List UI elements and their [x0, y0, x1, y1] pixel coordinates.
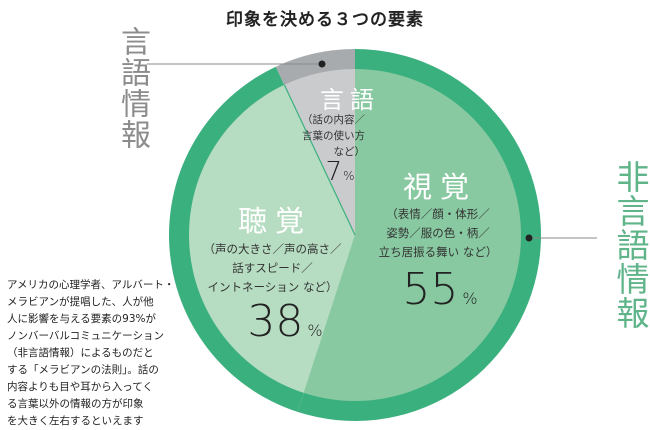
note-line: （非言語情報）によるものだと: [7, 347, 154, 359]
explanation-note: アメリカの心理学者、アルバート・ メラビアンが提唱した、人が他 人に影響を与える要素…: [7, 277, 197, 430]
slice-detail-visual: （表情／顔・体形／ 姿勢／服の色・柄／ 立ち居振る舞い など）: [368, 205, 508, 262]
nonverbal-leader-dot: [525, 234, 533, 242]
slice-value-auditory: 38%: [247, 296, 323, 347]
detail-line: イントネーション など）: [207, 280, 338, 294]
pie-slice-0: [303, 69, 521, 401]
detail-line: 言葉の使い方: [302, 130, 365, 142]
detail-line: 話すスピード／: [232, 261, 313, 275]
note-line: する「メラビアンの法則」。話の: [7, 364, 159, 376]
note-line: る言葉以外の情報の方が印象: [7, 398, 144, 410]
note-line: を大きく左右するといえます: [7, 415, 144, 427]
slice-detail-auditory: （声の大きさ／声の高さ／ 話すスピード／ イントネーション など）: [195, 240, 350, 297]
chart-title: 印象を決める３つの要素: [226, 10, 424, 30]
note-line: メラビアンが提唱した、人が他: [7, 296, 154, 308]
detail-line: 立ち居振る舞い など）: [378, 245, 498, 259]
slice-label-verbal: 言語: [320, 86, 380, 114]
slice-value-visual: 55%: [402, 264, 478, 315]
slice-label-auditory: 聴覚: [237, 204, 312, 238]
note-line: ノンバーバルコミュニケーション: [7, 330, 164, 342]
detail-line: （表情／顔・体形／: [386, 207, 490, 221]
verbal-info-label: 言語情報: [115, 26, 150, 150]
slice-value-verbal: 7%: [325, 157, 355, 187]
note-line: アメリカの心理学者、アルバート・: [7, 279, 175, 291]
nonverbal-info-label: 非言語情報: [611, 160, 650, 330]
slice-divider: [283, 84, 356, 236]
detail-line: 姿勢／服の色・柄／: [386, 226, 490, 240]
note-line: 内容よりも目や耳から入ってく: [7, 381, 153, 393]
detail-line: （話の内容／: [302, 114, 365, 126]
note-line: 人に影響を与える要素の93%が: [7, 313, 157, 325]
slice-detail-verbal: （話の内容／ 言葉の使い方 など）: [275, 112, 365, 160]
detail-line: など）: [333, 146, 366, 158]
slice-label-visual: 視覚: [402, 170, 477, 204]
detail-line: （声の大きさ／声の高さ／: [203, 242, 342, 256]
pie-slice-1: [188, 84, 355, 393]
pie-slices: [188, 69, 521, 401]
pie-slice-2: [284, 69, 355, 235]
verbal-leader-dot: [318, 60, 326, 68]
